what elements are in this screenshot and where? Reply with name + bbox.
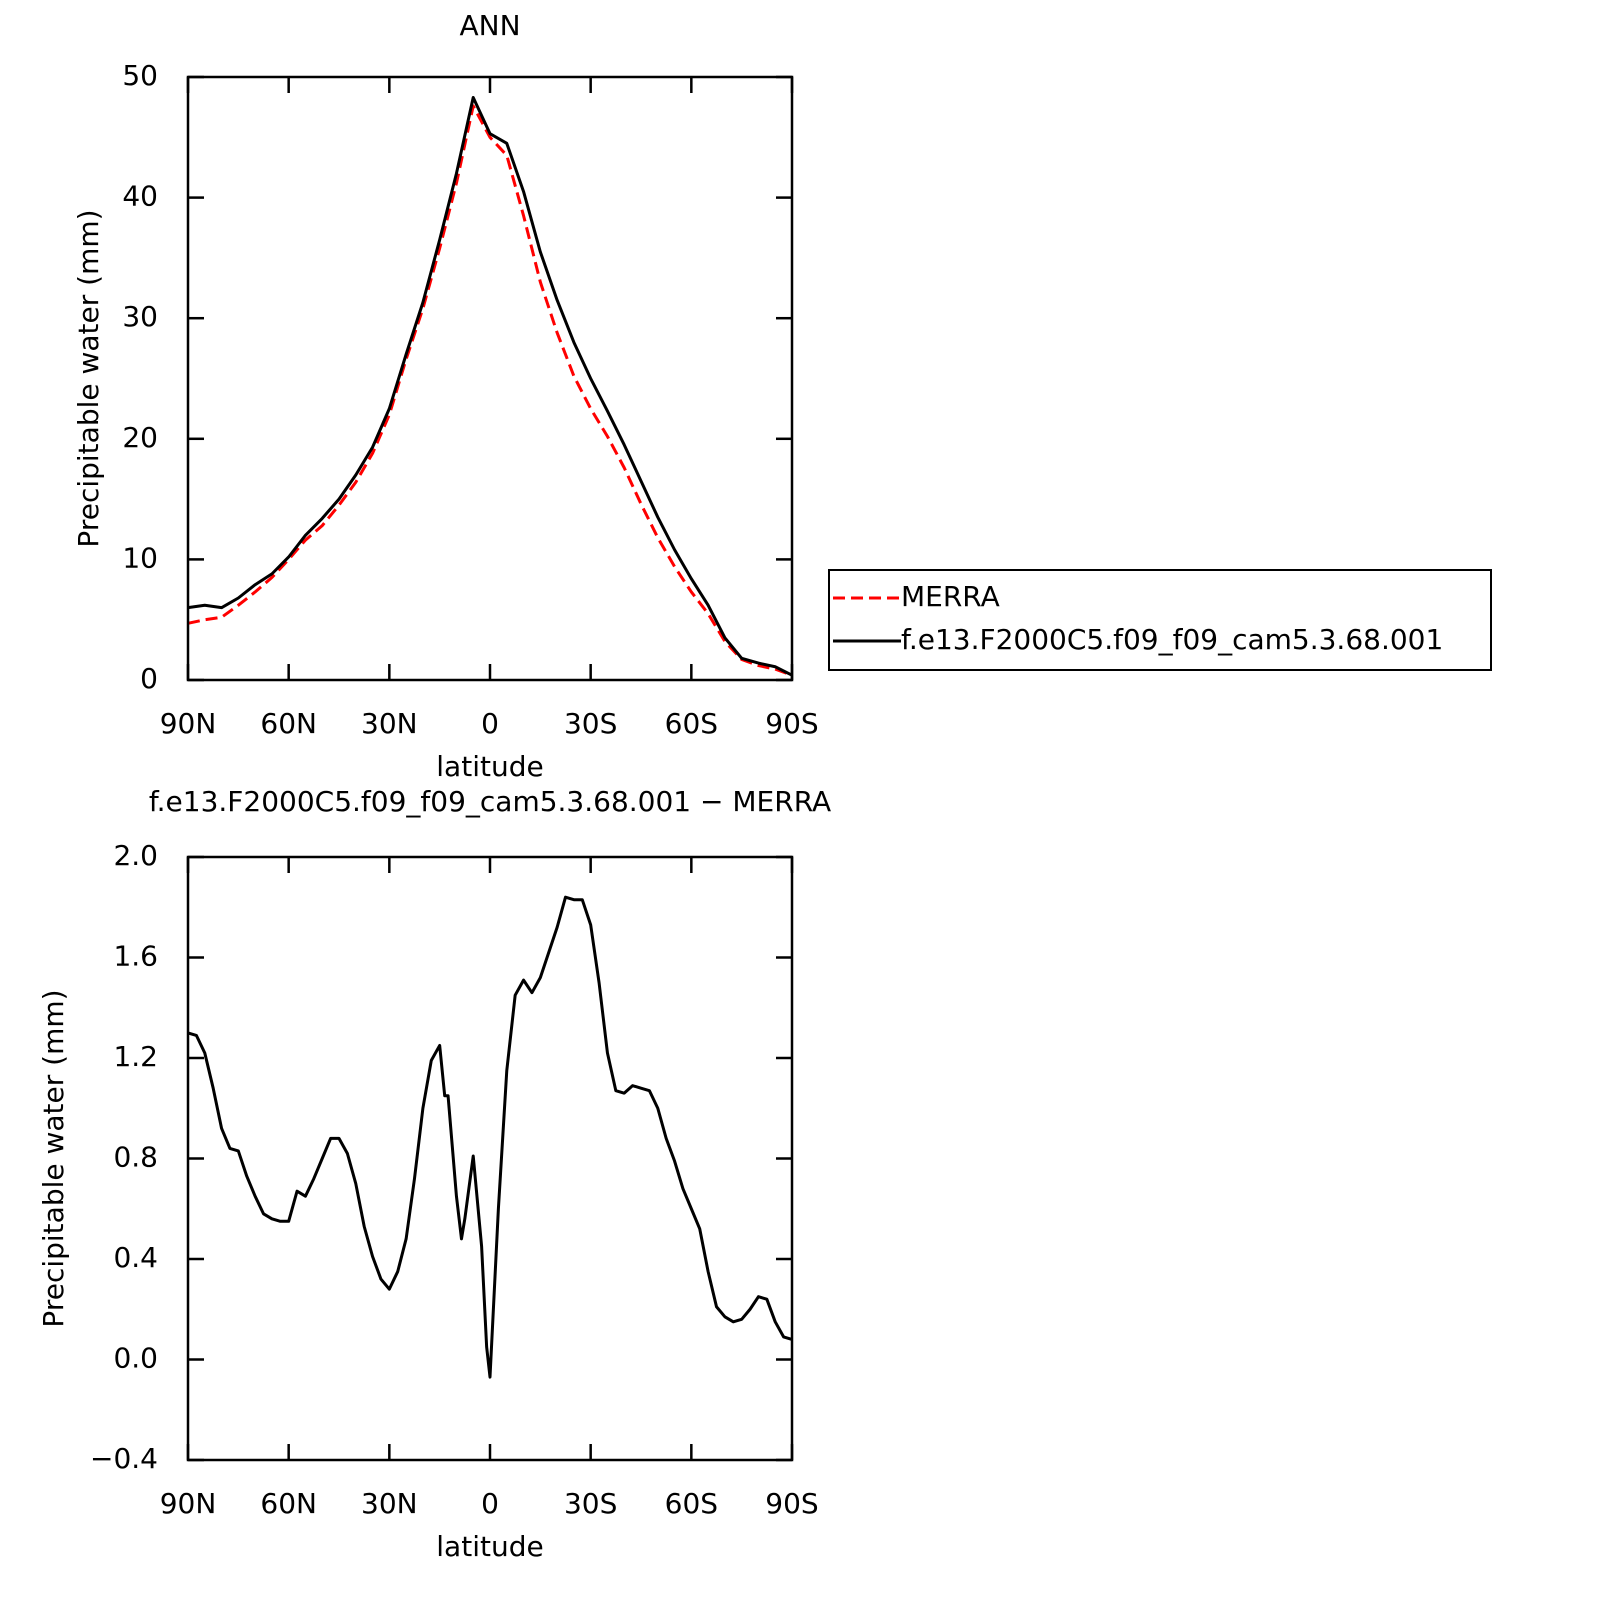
x-tick-label: 90N xyxy=(160,707,217,740)
data-line xyxy=(187,104,793,677)
x-tick-label: 90S xyxy=(765,707,818,740)
y-tick-label: 1.6 xyxy=(113,940,158,973)
x-tick-label: 60N xyxy=(260,1487,317,1520)
y-tick-label: 1.2 xyxy=(113,1040,158,1073)
x-axis-label: latitude xyxy=(436,1530,543,1563)
x-tick-label: 30N xyxy=(361,707,418,740)
legend-label: f.e13.F2000C5.f09_f09_cam5.3.68.001 xyxy=(901,623,1443,656)
legend-box xyxy=(828,569,1492,671)
data-line xyxy=(187,895,793,1379)
y-tick-label: 10 xyxy=(122,541,158,574)
plot-frame xyxy=(186,75,794,682)
y-axis-label: Precipitable water (mm) xyxy=(37,989,70,1327)
y-tick-label: 0.4 xyxy=(113,1241,158,1274)
data-line xyxy=(187,96,793,677)
x-tick-label: 30N xyxy=(361,1487,418,1520)
legend-label: MERRA xyxy=(901,580,1000,613)
x-tick-label: 60S xyxy=(665,707,718,740)
x-tick-label: 30S xyxy=(564,707,617,740)
x-tick-label: 90N xyxy=(160,1487,217,1520)
y-axis-label: Precipitable water (mm) xyxy=(72,209,105,547)
x-tick-label: 60S xyxy=(665,1487,718,1520)
x-tick-label: 30S xyxy=(564,1487,617,1520)
x-tick-label: 0 xyxy=(481,707,499,740)
y-tick-label: 40 xyxy=(122,180,158,213)
y-tick-label: 20 xyxy=(122,421,158,454)
x-axis-label: latitude xyxy=(436,750,543,783)
y-tick-label: 0.8 xyxy=(113,1141,158,1174)
y-tick-label: 30 xyxy=(122,300,158,333)
x-tick-label: 60N xyxy=(260,707,317,740)
x-tick-label: 0 xyxy=(481,1487,499,1520)
y-tick-label: 0 xyxy=(140,662,158,695)
y-tick-label: −0.4 xyxy=(90,1442,158,1475)
y-tick-label: 0.0 xyxy=(113,1342,158,1375)
chart-title: ANN xyxy=(459,9,520,42)
y-tick-label: 2.0 xyxy=(113,839,158,872)
x-tick-label: 90S xyxy=(765,1487,818,1520)
chart-title: f.e13.F2000C5.f09_f09_cam5.3.68.001 − ME… xyxy=(149,785,831,818)
y-tick-label: 50 xyxy=(122,59,158,92)
